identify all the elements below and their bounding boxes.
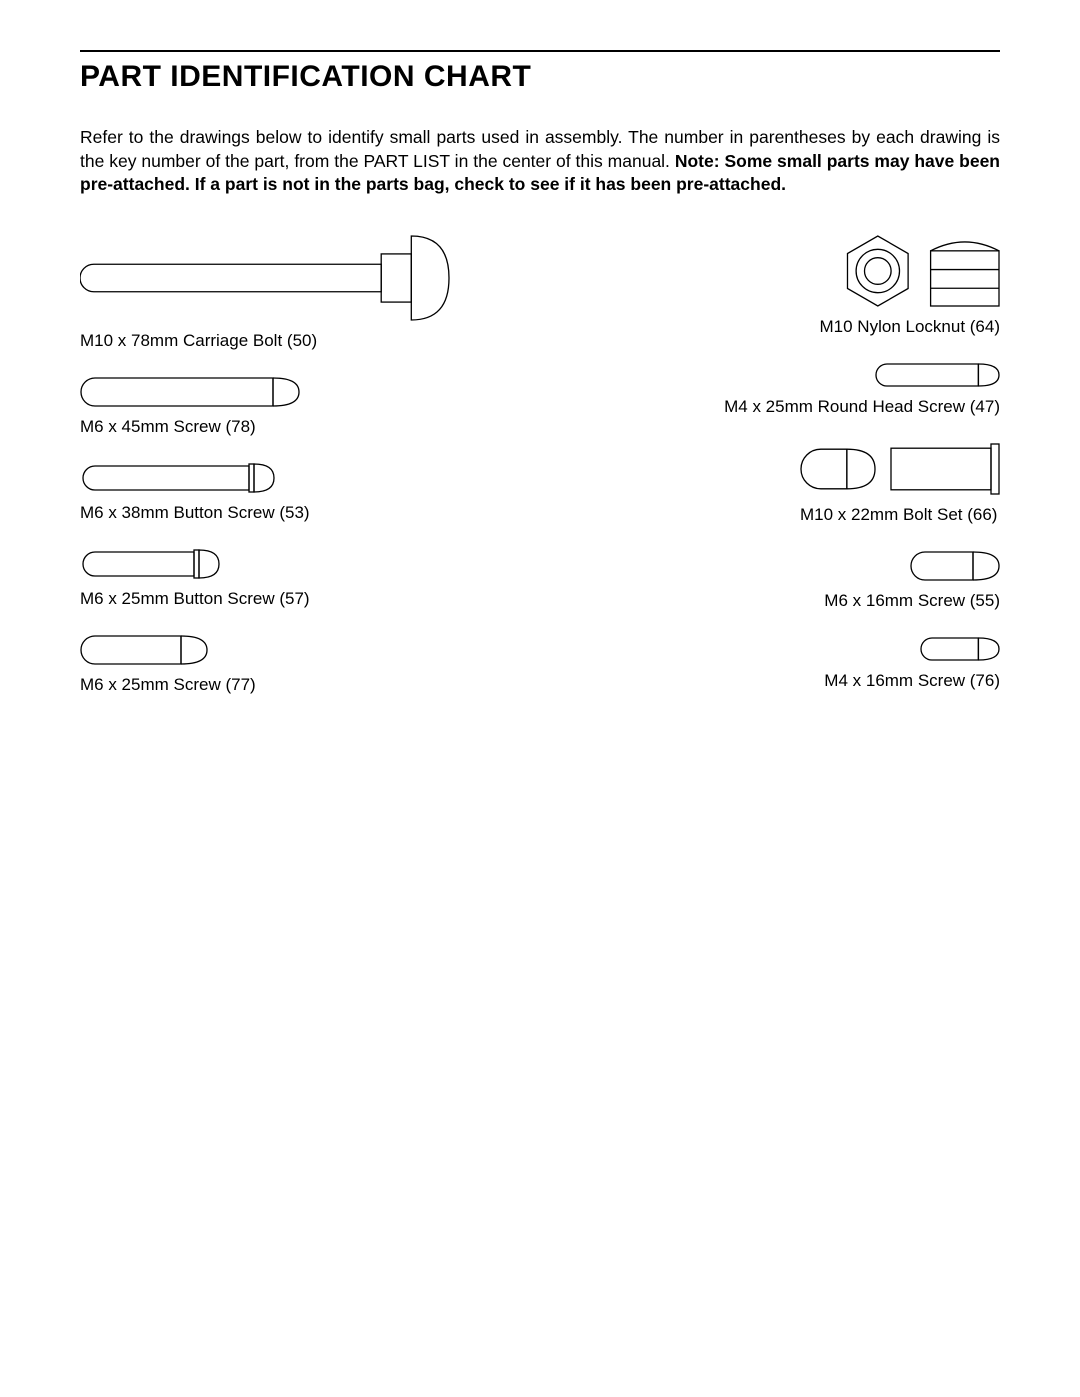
part-item: M10 x 78mm Carriage Bolt (50)	[80, 235, 520, 351]
parts-column-right: M10 Nylon Locknut (64) M4 x 25mm Round H…	[560, 235, 1000, 721]
part-item: M4 x 16mm Screw (76)	[824, 637, 1000, 691]
part-item: M6 x 38mm Button Screw (53)	[80, 463, 520, 523]
part-item: M6 x 25mm Screw (77)	[80, 635, 520, 695]
part-item: M6 x 45mm Screw (78)	[80, 377, 520, 437]
intro-paragraph: Refer to the drawings below to identify …	[80, 126, 1000, 197]
part-item: M4 x 25mm Round Head Screw (47)	[724, 363, 1000, 417]
part-label: M10 x 22mm Bolt Set (66)	[800, 505, 1000, 525]
part-label: M10 x 78mm Carriage Bolt (50)	[80, 331, 520, 351]
part-drawing	[820, 235, 1000, 307]
part-drawing	[824, 551, 1000, 581]
part-drawing	[724, 363, 1000, 387]
part-label: M6 x 16mm Screw (55)	[824, 591, 1000, 611]
page-title: PART IDENTIFICATION CHART	[80, 60, 1000, 94]
document-page: PART IDENTIFICATION CHART Refer to the d…	[0, 0, 1080, 781]
part-label: M4 x 25mm Round Head Screw (47)	[724, 397, 1000, 417]
top-rule	[80, 50, 1000, 52]
part-label: M6 x 25mm Screw (77)	[80, 675, 520, 695]
part-item: M10 x 22mm Bolt Set (66)	[800, 443, 1000, 525]
part-drawing	[80, 235, 520, 321]
part-label: M4 x 16mm Screw (76)	[824, 671, 1000, 691]
part-drawing	[80, 463, 520, 493]
part-label: M6 x 45mm Screw (78)	[80, 417, 520, 437]
part-drawing	[80, 549, 520, 579]
part-drawing	[80, 635, 520, 665]
part-item: M6 x 16mm Screw (55)	[824, 551, 1000, 611]
part-drawing	[824, 637, 1000, 661]
part-label: M6 x 25mm Button Screw (57)	[80, 589, 520, 609]
part-drawing	[80, 377, 520, 407]
parts-column-left: M10 x 78mm Carriage Bolt (50) M6 x 45mm …	[80, 235, 520, 721]
part-drawing	[800, 443, 1000, 495]
part-label: M6 x 38mm Button Screw (53)	[80, 503, 520, 523]
parts-columns: M10 x 78mm Carriage Bolt (50) M6 x 45mm …	[80, 235, 1000, 721]
part-label: M10 Nylon Locknut (64)	[820, 317, 1000, 337]
part-item: M6 x 25mm Button Screw (57)	[80, 549, 520, 609]
part-item: M10 Nylon Locknut (64)	[820, 235, 1000, 337]
